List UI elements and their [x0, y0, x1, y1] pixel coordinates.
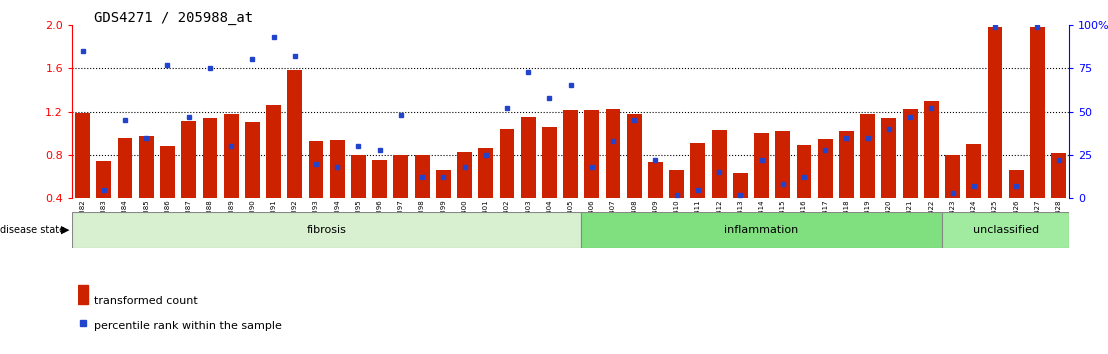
- Bar: [776, 131, 790, 198]
- Bar: [160, 146, 175, 198]
- Bar: [266, 105, 281, 198]
- Bar: [479, 148, 493, 198]
- Bar: [72, 212, 582, 248]
- Bar: [606, 109, 620, 198]
- Bar: [309, 141, 324, 198]
- Bar: [75, 113, 90, 198]
- Text: fibrosis: fibrosis: [307, 225, 347, 235]
- Bar: [627, 114, 642, 198]
- Bar: [96, 161, 111, 198]
- Bar: [117, 137, 133, 198]
- Bar: [542, 127, 557, 198]
- Bar: [500, 129, 514, 198]
- Bar: [987, 27, 1003, 198]
- Bar: [414, 155, 430, 198]
- Text: disease state: disease state: [0, 225, 65, 235]
- Bar: [521, 117, 535, 198]
- Bar: [458, 152, 472, 198]
- Bar: [287, 70, 302, 198]
- Bar: [942, 212, 1069, 248]
- Text: transformed count: transformed count: [94, 296, 198, 306]
- Bar: [690, 143, 706, 198]
- Text: unclassified: unclassified: [973, 225, 1038, 235]
- Bar: [182, 121, 196, 198]
- Bar: [966, 144, 982, 198]
- Bar: [924, 101, 938, 198]
- Bar: [945, 155, 960, 198]
- Bar: [203, 118, 217, 198]
- Bar: [138, 136, 154, 198]
- Bar: [1030, 27, 1045, 198]
- Bar: [78, 285, 89, 303]
- Bar: [584, 110, 599, 198]
- Text: inflammation: inflammation: [725, 225, 799, 235]
- Bar: [224, 114, 238, 198]
- Bar: [330, 140, 345, 198]
- Bar: [839, 131, 854, 198]
- Bar: [563, 110, 578, 198]
- Bar: [372, 160, 387, 198]
- Text: percentile rank within the sample: percentile rank within the sample: [94, 321, 283, 331]
- Bar: [435, 170, 451, 198]
- Bar: [245, 122, 259, 198]
- Bar: [797, 145, 811, 198]
- Bar: [393, 155, 409, 198]
- Bar: [351, 155, 366, 198]
- Bar: [755, 133, 769, 198]
- Bar: [648, 162, 663, 198]
- Bar: [903, 109, 917, 198]
- Text: ▶: ▶: [61, 225, 70, 235]
- Bar: [1051, 153, 1066, 198]
- Bar: [582, 212, 942, 248]
- Bar: [1008, 170, 1024, 198]
- Bar: [711, 130, 727, 198]
- Text: GDS4271 / 205988_at: GDS4271 / 205988_at: [94, 11, 254, 25]
- Bar: [732, 173, 748, 198]
- Bar: [669, 170, 684, 198]
- Bar: [818, 139, 832, 198]
- Bar: [860, 114, 875, 198]
- Bar: [882, 118, 896, 198]
